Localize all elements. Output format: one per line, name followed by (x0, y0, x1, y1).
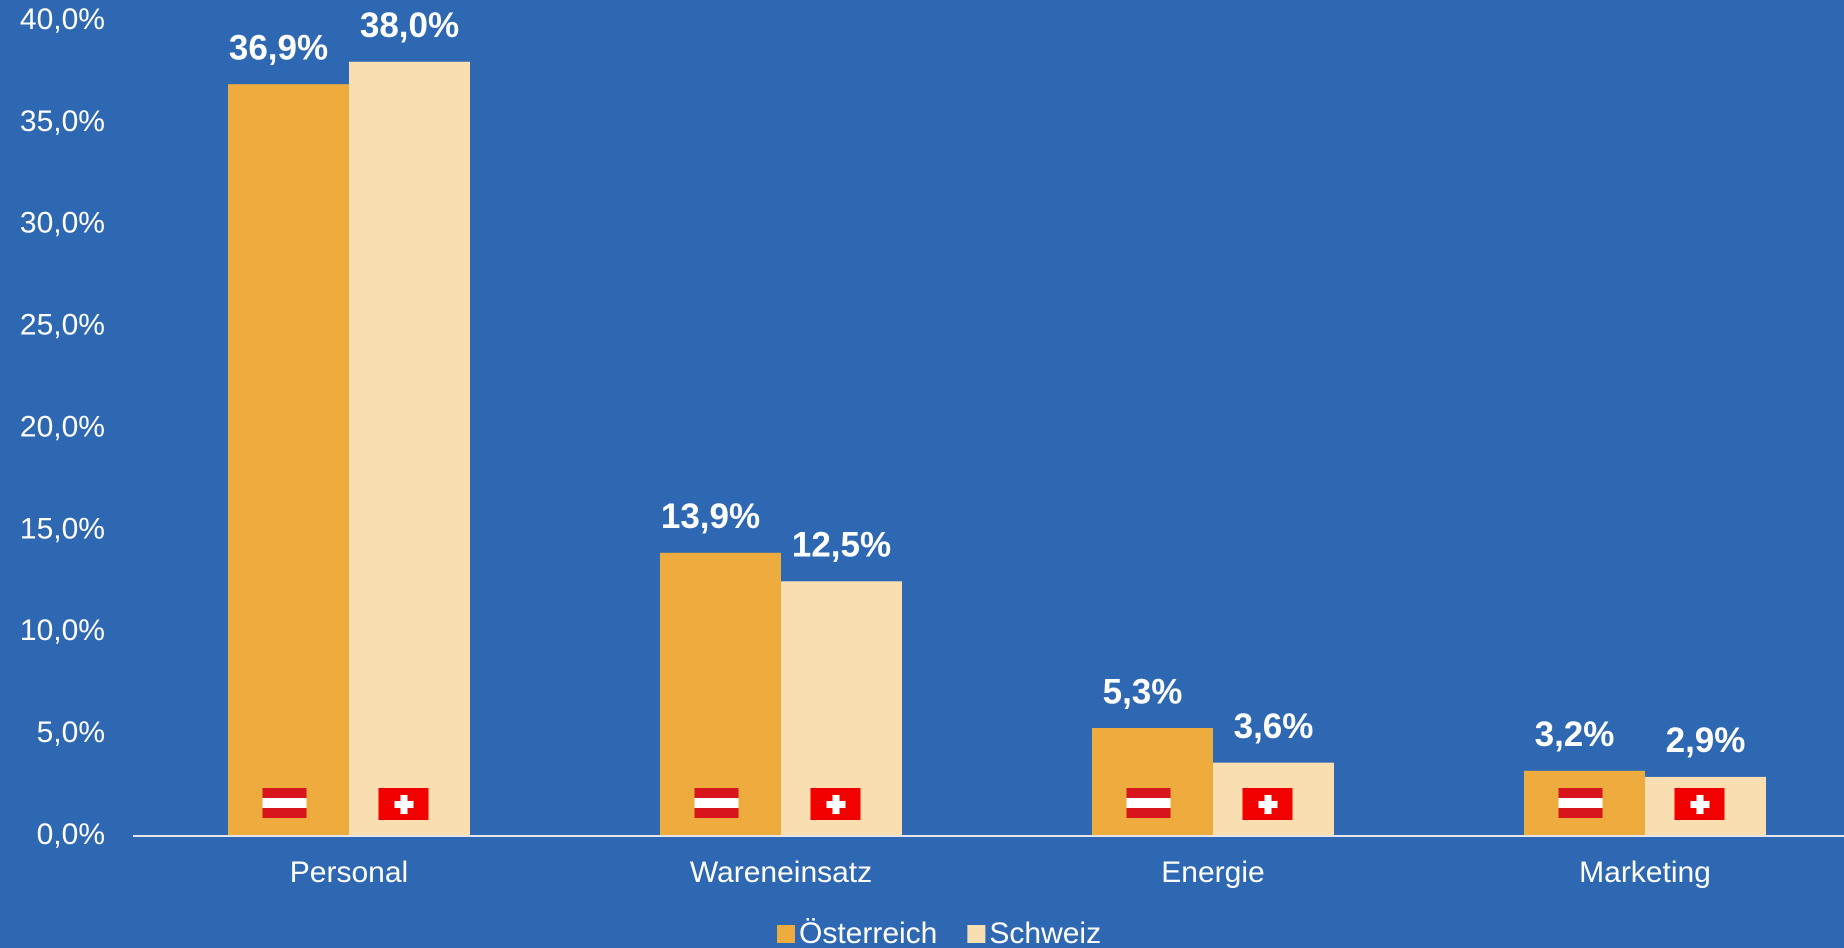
x-tick-label: Energie (1161, 856, 1264, 889)
data-label: 2,9% (1666, 721, 1746, 760)
y-tick-label: 35,0% (20, 105, 105, 138)
y-tick-label: 5,0% (37, 716, 105, 749)
x-tick-label: Marketing (1579, 856, 1711, 889)
data-label: 5,3% (1103, 672, 1183, 711)
x-tick-label: Wareneinsatz (690, 856, 872, 889)
bar (349, 61, 470, 836)
flag-white (1558, 798, 1603, 808)
x-tick-label: Personal (290, 856, 408, 889)
flag-cross (394, 801, 414, 808)
legend-swatch (777, 925, 795, 943)
data-label: 3,2% (1535, 715, 1615, 754)
y-tick-label: 20,0% (20, 410, 105, 443)
legend-label: Österreich (799, 917, 937, 948)
flag-cross (826, 801, 846, 808)
y-tick-label: 25,0% (20, 309, 105, 342)
data-label: 12,5% (792, 526, 891, 565)
bar (228, 84, 349, 837)
flag-white (1126, 798, 1171, 808)
flag-cross (1258, 801, 1278, 808)
flag-white (262, 798, 307, 808)
y-tick-label: 10,0% (20, 614, 105, 647)
data-label: 38,0% (360, 6, 459, 45)
data-label: 3,6% (1234, 707, 1314, 746)
data-label: 13,9% (661, 497, 760, 536)
legend-swatch (967, 925, 986, 943)
data-label: 36,9% (229, 28, 328, 67)
y-tick-label: 30,0% (20, 207, 105, 240)
y-tick-label: 0,0% (37, 818, 105, 851)
legend-label: Schweiz (989, 917, 1101, 948)
y-tick-label: 40,0% (20, 3, 105, 36)
flag-cross (1690, 801, 1710, 808)
bar (1092, 728, 1213, 836)
y-tick-label: 15,0% (20, 512, 105, 545)
flag-white (694, 798, 739, 808)
